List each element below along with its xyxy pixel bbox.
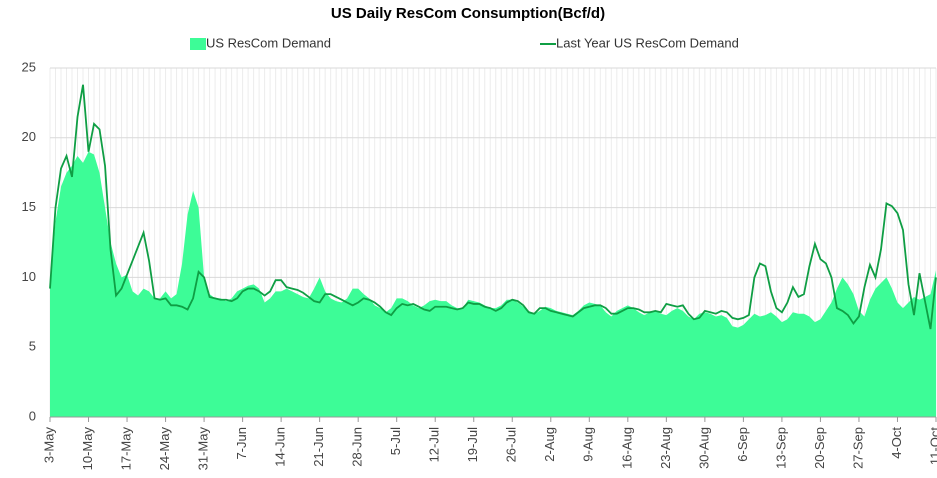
y-tick-label: 25 — [22, 59, 36, 74]
x-tick-label: 4-Oct — [889, 427, 904, 459]
line — [49, 84, 937, 330]
legend-swatch — [190, 38, 206, 50]
y-tick-label: 15 — [22, 199, 36, 214]
x-tick-label: 19-Jul — [465, 427, 480, 463]
legend-label: US ResCom Demand — [206, 35, 331, 50]
x-tick-label: 31-May — [196, 427, 211, 471]
y-tick-label: 10 — [22, 269, 36, 284]
x-tick-label: 23-Aug — [658, 427, 673, 469]
chart-title: US Daily ResCom Consumption(Bcf/d) — [331, 5, 605, 22]
x-tick-label: 6-Sep — [735, 427, 750, 462]
x-tick-label: 7-Jun — [234, 427, 249, 460]
x-tick-label: 30-Aug — [696, 427, 711, 469]
x-tick-label: 27-Sep — [850, 427, 865, 469]
x-tick-label: 17-May — [118, 427, 133, 471]
x-tick-label: 10-May — [80, 427, 95, 471]
x-tick-label: 9-Aug — [581, 427, 596, 462]
x-tick-label: 20-Sep — [812, 427, 827, 469]
x-tick-label: 3-May — [41, 427, 56, 464]
x-tick-label: 13-Sep — [773, 427, 788, 469]
x-tick-label: 12-Jul — [427, 427, 442, 463]
x-tick-label: 26-Jul — [504, 427, 519, 463]
x-tick-label: 21-Jun — [311, 427, 326, 467]
x-tick-label: 16-Aug — [619, 427, 634, 469]
x-tick-label: 11-Oct — [927, 427, 937, 465]
x-tick-label: 28-Jun — [350, 427, 365, 467]
x-tick-label: 2-Aug — [542, 427, 557, 462]
x-tick-label: 24-May — [157, 427, 172, 471]
x-tick-label: 14-Jun — [273, 427, 288, 467]
y-tick-label: 0 — [29, 408, 36, 423]
y-tick-label: 20 — [22, 129, 36, 144]
y-tick-label: 5 — [29, 339, 36, 354]
x-tick-label: 5-Jul — [388, 427, 403, 455]
legend-label: Last Year US ResCom Demand — [556, 35, 739, 50]
area — [50, 151, 936, 417]
